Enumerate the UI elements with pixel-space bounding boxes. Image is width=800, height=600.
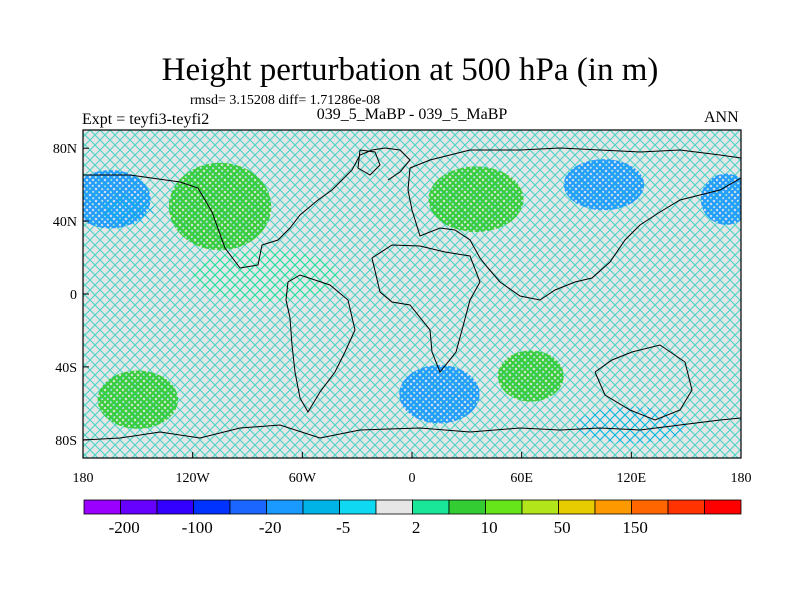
x-tick-label: 60W (289, 471, 317, 486)
coastline-south-america (285, 274, 356, 413)
anomaly-layer (83, 159, 741, 444)
colorbar-box (448, 499, 486, 515)
coastline-eurasia (407, 147, 741, 301)
colorbar-label: 2 (412, 518, 421, 537)
anomaly-region-negative-strong (399, 365, 480, 424)
stats-label: rmsd= 3.15208 diff= 1.71286e-08 (190, 93, 381, 108)
coastline-north-america (83, 147, 411, 269)
x-tick-label: 60E (510, 471, 533, 486)
coastline-africa (371, 244, 481, 373)
y-tick-label: 0 (70, 288, 77, 303)
coastline-australia (594, 344, 693, 421)
colorbar-label: -5 (336, 518, 350, 537)
anomaly-region-negative-weak (103, 195, 155, 225)
anomaly-region-negative-strong (563, 159, 645, 211)
anomaly-region-negative-strong (700, 173, 741, 225)
x-tick-label: 0 (409, 471, 416, 486)
x-tick-label: 120W (176, 471, 211, 486)
colorbar-box (704, 499, 742, 515)
colorbar-label: -200 (109, 518, 140, 537)
season-label: ANN (704, 109, 739, 126)
anomaly-region-positive-strong (168, 162, 272, 251)
colorbar: -200 -100 -20 -5 2 10 50 150 (83, 499, 742, 537)
anomaly-region-positive-strong (428, 166, 524, 233)
period-label: 039_5_MaBP - 039_5_MaBP (316, 106, 508, 123)
plot-title: Height perturbation at 500 hPa (in m) (161, 52, 659, 88)
y-tick-label: 40S (55, 361, 77, 376)
colorbar-box (594, 499, 632, 515)
colorbar-box (667, 499, 705, 515)
colorbar-label: 10 (481, 518, 498, 537)
x-tick-label: 180 (73, 471, 94, 486)
experiment-label: Expt = teyfi3-teyfi2 (82, 111, 210, 128)
map-panel: 180 120W 60W 0 60E 120E 180 80N 40N 0 40S 80S (53, 129, 752, 486)
coastlines (83, 147, 741, 441)
anomaly-region-positive-strong (497, 350, 564, 402)
colorbar-label: -100 (182, 518, 213, 537)
colorbar-box (120, 499, 158, 515)
y-tick-label: 80N (53, 142, 77, 157)
anomaly-region-positive-weak (192, 250, 339, 302)
colorbar-box (339, 499, 377, 515)
colorbar-box (558, 499, 596, 515)
colorbar-box (631, 499, 669, 515)
colorbar-label: 50 (554, 518, 571, 537)
colorbar-label: -20 (259, 518, 282, 537)
y-tick-label: 80S (55, 434, 77, 449)
colorbar-box (485, 499, 523, 515)
x-tick-label: 180 (731, 471, 752, 486)
colorbar-box (521, 499, 559, 515)
colorbar-box (375, 499, 413, 515)
colorbar-box (83, 499, 121, 515)
colorbar-box (229, 499, 267, 515)
colorbar-label: 150 (622, 518, 648, 537)
colorbar-box (193, 499, 231, 515)
anomaly-region-positive-strong (97, 370, 179, 429)
x-tick-label: 120E (617, 471, 647, 486)
colorbar-box (412, 499, 450, 515)
colorbar-box (302, 499, 340, 515)
y-tick-label: 40N (53, 215, 77, 230)
colorbar-box (266, 499, 304, 515)
colorbar-box (156, 499, 194, 515)
anomaly-region-negative-weak (576, 406, 687, 444)
axis-ticks: 180 120W 60W 0 60E 120E 180 80N 40N 0 40S 80S (53, 142, 752, 486)
coastline-greenland (357, 149, 381, 176)
coastline-antarctica (83, 417, 741, 441)
